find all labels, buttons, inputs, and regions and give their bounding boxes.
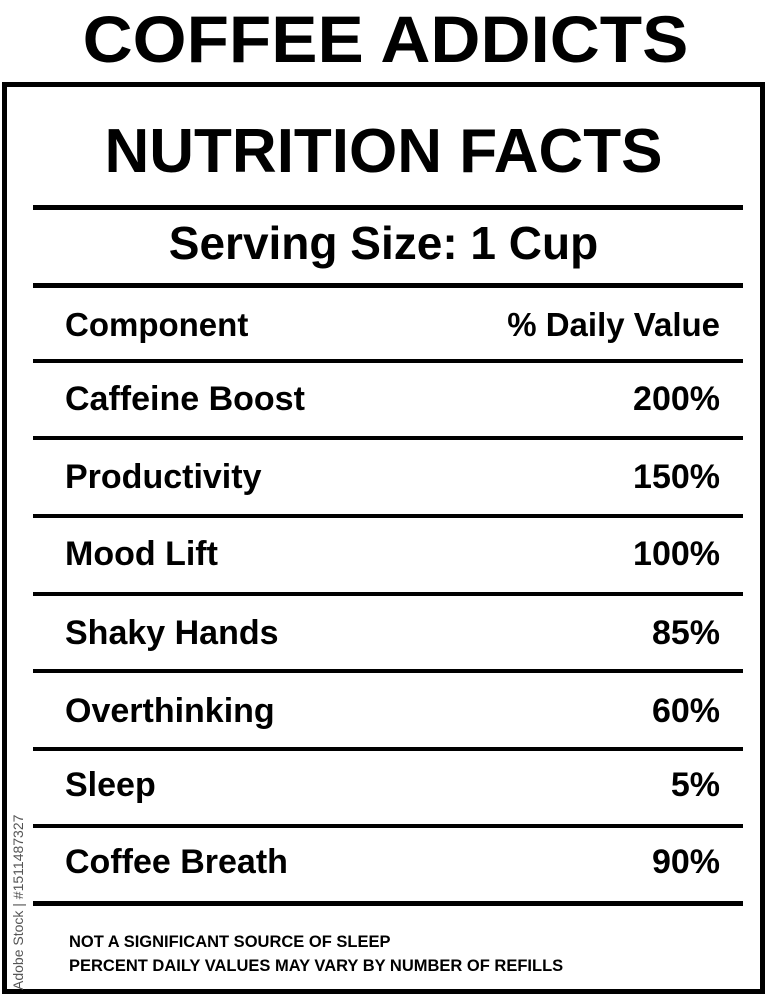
divider bbox=[33, 514, 743, 518]
daily-value: 100% bbox=[633, 534, 720, 573]
daily-value: 60% bbox=[651, 691, 720, 730]
divider bbox=[33, 901, 743, 906]
nutrition-label: NUTRITION FACTS Serving Size: 1 Cup Comp… bbox=[2, 82, 765, 994]
table-row: Caffeine Boost 200% bbox=[65, 379, 720, 419]
column-header-component: Component bbox=[65, 306, 249, 343]
divider bbox=[33, 283, 743, 288]
table-row: Shaky Hands 85% bbox=[65, 613, 720, 653]
serving-size: Serving Size: 1 Cup bbox=[168, 217, 599, 269]
daily-value: 200% bbox=[633, 379, 720, 418]
daily-value: 90% bbox=[651, 842, 720, 881]
table-row: Sleep 5% bbox=[65, 765, 720, 805]
table-row: Overthinking 60% bbox=[65, 691, 720, 731]
component-name: Mood Lift bbox=[65, 534, 218, 573]
daily-value: 5% bbox=[670, 765, 720, 804]
divider bbox=[33, 669, 743, 673]
footnote: NOT A SIGNIFICANT SOURCE OF SLEEP bbox=[69, 933, 391, 951]
footnote: PERCENT DAILY VALUES MAY VARY BY NUMBER … bbox=[69, 957, 564, 975]
divider bbox=[33, 824, 743, 828]
divider bbox=[33, 205, 743, 210]
divider bbox=[33, 592, 743, 596]
component-name: Shaky Hands bbox=[65, 613, 279, 652]
page-title: COFFEE ADDICTS bbox=[82, 2, 689, 76]
component-name: Productivity bbox=[65, 457, 262, 496]
component-name: Overthinking bbox=[65, 691, 275, 730]
divider bbox=[33, 359, 743, 363]
daily-value: 85% bbox=[651, 613, 720, 652]
table-row: Mood Lift 100% bbox=[65, 534, 720, 574]
table-row: Productivity 150% bbox=[65, 457, 720, 497]
stock-watermark-id: Adobe Stock | #1511487327 bbox=[10, 814, 26, 990]
component-name: Coffee Breath bbox=[65, 842, 288, 881]
daily-value: 150% bbox=[633, 457, 720, 496]
footnotes: NOT A SIGNIFICANT SOURCE OF SLEEP PERCEN… bbox=[69, 930, 563, 978]
component-name: Caffeine Boost bbox=[65, 379, 305, 418]
label-title: NUTRITION FACTS bbox=[104, 117, 663, 186]
table-row: Coffee Breath 90% bbox=[65, 842, 720, 882]
column-header-row: Component % Daily Value bbox=[65, 305, 720, 345]
component-name: Sleep bbox=[65, 765, 156, 804]
column-header-daily-value: % Daily Value bbox=[507, 306, 720, 343]
divider bbox=[33, 436, 743, 440]
divider bbox=[33, 747, 743, 751]
